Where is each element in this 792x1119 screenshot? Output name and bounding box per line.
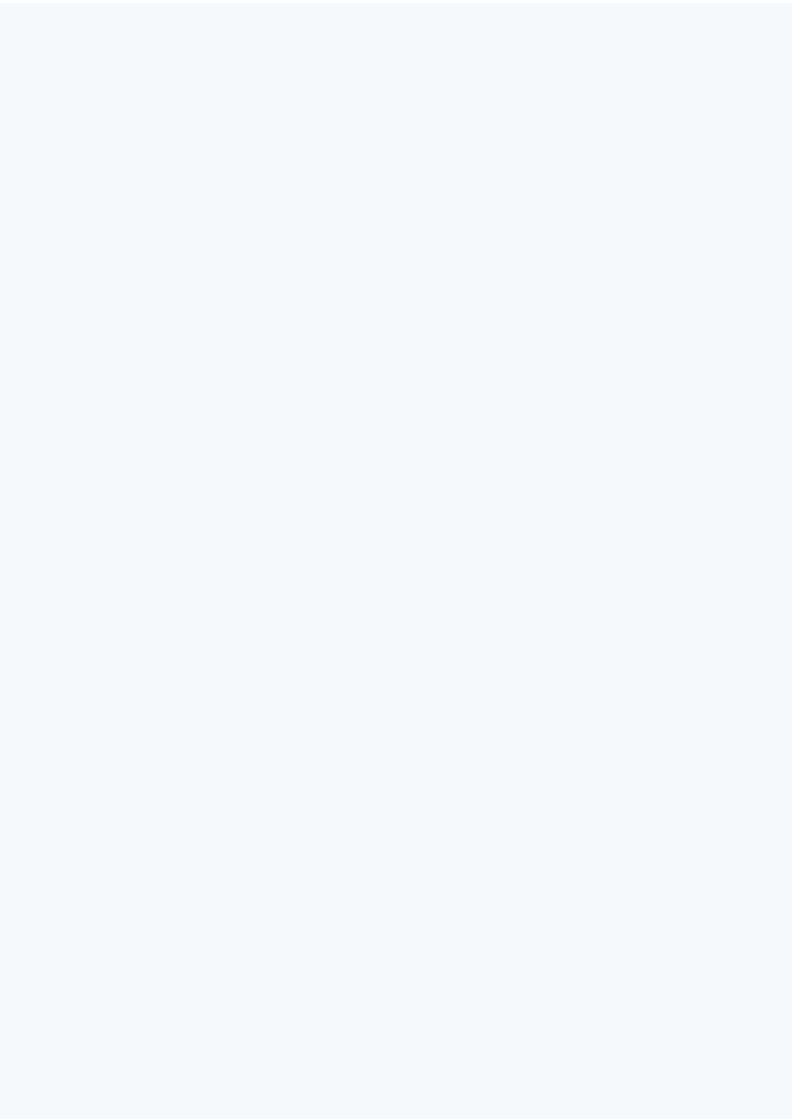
section-divider-3 [0,0,792,3]
